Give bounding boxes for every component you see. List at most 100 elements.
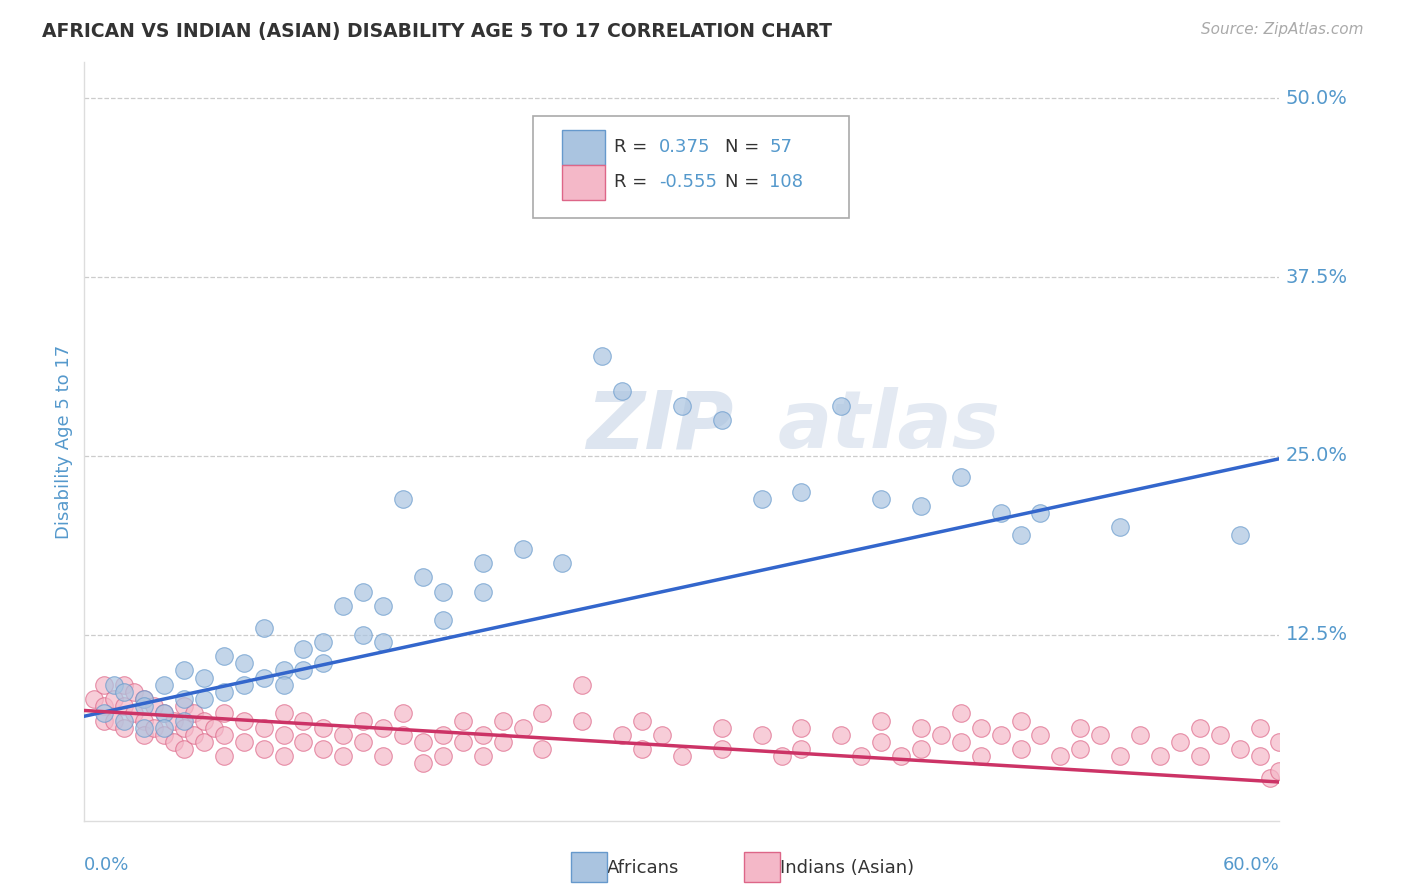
Text: 12.5%: 12.5% <box>1285 625 1347 644</box>
Text: N =: N = <box>725 173 759 191</box>
Text: 57: 57 <box>769 138 792 156</box>
Point <box>183 706 205 721</box>
Point <box>153 728 176 742</box>
Text: 25.0%: 25.0% <box>1285 446 1347 466</box>
Point <box>232 657 254 671</box>
Point <box>373 749 395 764</box>
Point <box>153 721 176 735</box>
Point <box>710 413 733 427</box>
Point <box>512 721 534 735</box>
Point <box>412 735 434 749</box>
Point <box>163 714 186 728</box>
Point <box>790 484 813 499</box>
Point <box>392 728 415 742</box>
Point <box>312 721 335 735</box>
Text: -0.555: -0.555 <box>659 173 717 191</box>
Point <box>143 699 166 714</box>
Text: AFRICAN VS INDIAN (ASIAN) DISABILITY AGE 5 TO 17 CORRELATION CHART: AFRICAN VS INDIAN (ASIAN) DISABILITY AGE… <box>42 22 832 41</box>
Point <box>949 735 972 749</box>
Point <box>830 728 852 742</box>
Point <box>412 570 434 584</box>
Point <box>132 714 156 728</box>
Point <box>273 678 295 692</box>
Point <box>1049 749 1071 764</box>
Text: 60.0%: 60.0% <box>1223 856 1279 874</box>
Point <box>253 721 276 735</box>
Point <box>312 742 335 756</box>
Point <box>1268 764 1291 778</box>
Point <box>1129 728 1152 742</box>
Point <box>1090 728 1112 742</box>
Point <box>122 706 145 721</box>
Point <box>970 749 993 764</box>
Point <box>531 706 554 721</box>
Point <box>193 714 215 728</box>
Text: R =: R = <box>614 173 647 191</box>
Point <box>1069 721 1091 735</box>
Point <box>671 399 693 413</box>
Point <box>612 384 634 399</box>
Point <box>212 728 235 742</box>
FancyBboxPatch shape <box>562 165 606 200</box>
Point <box>273 706 295 721</box>
Point <box>1268 735 1291 749</box>
Point <box>432 728 454 742</box>
Point <box>292 664 315 678</box>
Point <box>1010 714 1032 728</box>
Point <box>471 728 494 742</box>
Text: Indians (Asian): Indians (Asian) <box>780 859 914 877</box>
Point <box>1249 749 1271 764</box>
Point <box>153 678 176 692</box>
Point <box>153 706 176 721</box>
Point <box>212 706 235 721</box>
Point <box>1010 742 1032 756</box>
Point <box>173 742 195 756</box>
Point <box>1149 749 1171 764</box>
Point <box>132 699 156 714</box>
Point <box>212 649 235 664</box>
Point <box>890 749 912 764</box>
Point <box>103 692 125 706</box>
FancyBboxPatch shape <box>533 115 849 218</box>
Point <box>93 678 115 692</box>
Point <box>112 678 135 692</box>
Point <box>710 721 733 735</box>
Point <box>103 714 125 728</box>
Point <box>512 541 534 556</box>
Point <box>332 728 354 742</box>
Point <box>253 620 276 634</box>
Point <box>153 706 176 721</box>
Point <box>173 714 195 728</box>
Point <box>910 742 932 756</box>
Point <box>103 678 125 692</box>
Point <box>273 749 295 764</box>
Point <box>93 699 115 714</box>
Point <box>183 728 205 742</box>
Point <box>332 749 354 764</box>
Point <box>432 749 454 764</box>
Text: atlas: atlas <box>778 387 1000 466</box>
Text: 108: 108 <box>769 173 803 191</box>
Point <box>173 664 195 678</box>
Point <box>132 692 156 706</box>
Point <box>253 671 276 685</box>
Point <box>373 721 395 735</box>
Point <box>910 499 932 513</box>
Point <box>392 706 415 721</box>
Point <box>373 599 395 613</box>
Point <box>451 714 474 728</box>
Point <box>312 635 335 649</box>
Text: Source: ZipAtlas.com: Source: ZipAtlas.com <box>1201 22 1364 37</box>
Point <box>949 470 972 484</box>
Point <box>173 721 195 735</box>
Point <box>910 721 932 735</box>
Point <box>710 742 733 756</box>
Point <box>631 714 654 728</box>
Point <box>273 728 295 742</box>
Point <box>870 714 893 728</box>
Point <box>112 685 135 699</box>
Point <box>392 491 415 506</box>
Text: R =: R = <box>614 138 647 156</box>
Point <box>112 699 135 714</box>
Point <box>193 735 215 749</box>
